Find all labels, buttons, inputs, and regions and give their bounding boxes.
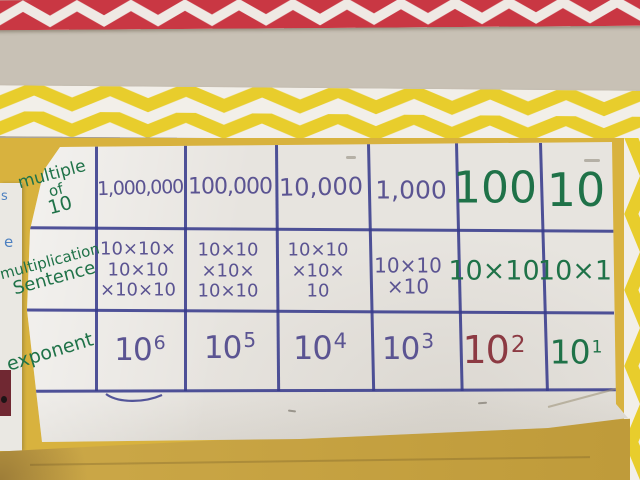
- anchor-chart-poster: 1,000,000 100,000 10,000 1,000 100 10 10…: [27, 142, 628, 442]
- sentence-line: ×10×: [291, 259, 345, 281]
- smudge-mark: [584, 159, 600, 162]
- sentence-cell-1: 10×10 ×10× 10×10: [198, 240, 259, 302]
- red-scrap-paper: [0, 370, 11, 416]
- multiple-cell-5: 10: [546, 163, 606, 217]
- exponent-cell-2: 104: [293, 329, 347, 367]
- exponent-superscript: 2: [510, 332, 526, 358]
- smudge-mark: [346, 156, 356, 159]
- exponent-base: 10: [549, 332, 591, 372]
- exponent-superscript: 6: [153, 332, 166, 354]
- multiple-cell-4: 100: [453, 162, 537, 214]
- exponent-cell-0: 10 6: [114, 332, 166, 368]
- sentence-cell-4: 10×10: [448, 255, 540, 287]
- multiple-cell-3: 1,000: [375, 175, 447, 205]
- side-paper-letter: e: [4, 233, 14, 251]
- exponent-superscript: 5: [243, 328, 257, 352]
- exponent-superscript: 3: [421, 329, 435, 353]
- exponent-base: 10: [462, 328, 510, 372]
- sentence-cell-3: 10×10 ×10: [374, 253, 442, 298]
- exponent-superscript: 1: [591, 337, 603, 358]
- multiple-cell-0: 1,000,000: [96, 175, 184, 201]
- exponent-cell-5: 10 1: [550, 333, 603, 372]
- table-rule-vertical: [184, 145, 187, 391]
- sentence-line: 10×10: [374, 253, 442, 278]
- sentence-line: 10×10×: [100, 238, 176, 260]
- exponent-cell-1: 10 5: [203, 328, 257, 366]
- sentence-line: ×10: [386, 274, 430, 298]
- table-rule-horizontal: [27, 226, 615, 233]
- exponent-cell-3: 10 3: [381, 329, 435, 367]
- exponent-superscript: 4: [333, 329, 348, 353]
- multiple-cell-2: 10,000: [278, 172, 364, 202]
- sentence-line: ×10×10: [100, 279, 176, 301]
- staple-mark: [287, 409, 297, 413]
- side-paper-letter: s: [1, 189, 8, 204]
- exponent-base: 10: [114, 332, 152, 368]
- multiple-cell-1: 100,000: [188, 174, 273, 200]
- exponent-cell-4: 102: [463, 328, 526, 372]
- sentence-line: 10×10: [197, 280, 259, 302]
- sentence-line: 10: [306, 280, 330, 302]
- scrap-dot: [1, 396, 7, 403]
- table-rule-horizontal: [27, 308, 615, 315]
- sentence-line: ×10×: [201, 259, 255, 281]
- exponent-base: 10: [292, 329, 333, 367]
- sentence-line: 10×10: [107, 258, 169, 280]
- yellow-chevron-border: [0, 85, 640, 142]
- staple-mark: [477, 401, 488, 405]
- exponent-base: 10: [203, 330, 242, 366]
- red-chevron-border: [0, 0, 640, 31]
- sentence-cell-0: 10×10× 10×10 ×10×10: [100, 239, 176, 301]
- yellow-chevron-border-vertical: [624, 138, 640, 480]
- sentence-line: 10×10: [197, 239, 259, 261]
- sentence-line: 10×10: [287, 239, 349, 261]
- pen-squiggle: [105, 393, 163, 402]
- exponent-base: 10: [381, 331, 420, 367]
- sentence-cell-2: 10×10 ×10× 10: [288, 240, 349, 302]
- table-rule-vertical: [95, 146, 98, 391]
- backing-paper: s e 1,000,000: [0, 138, 640, 480]
- sentence-cell-5: 10×1: [537, 255, 613, 287]
